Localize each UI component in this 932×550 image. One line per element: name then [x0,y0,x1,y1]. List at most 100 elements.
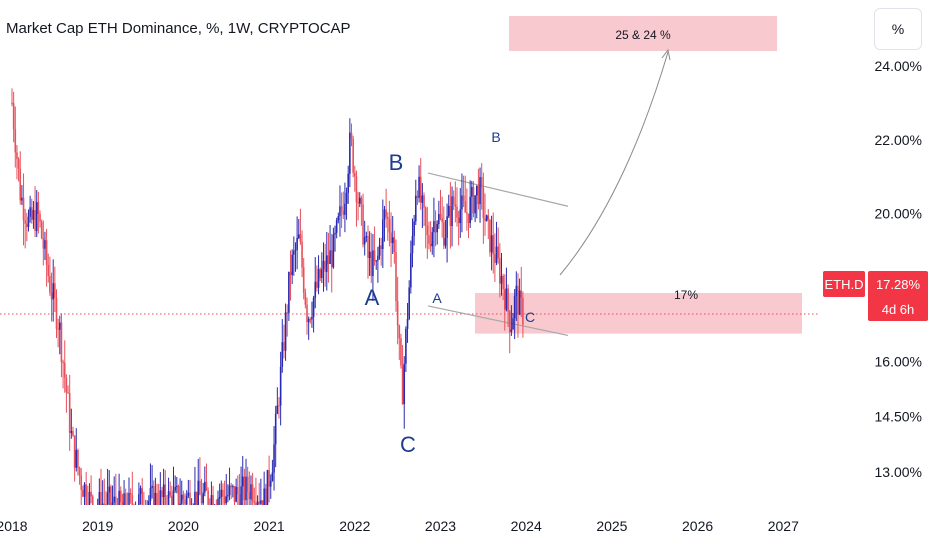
candle-body [279,366,282,406]
wave-label: C [400,432,416,457]
candle-body [174,486,176,491]
candle-body [60,322,63,363]
candle-body [248,492,251,500]
candle-body [380,245,382,250]
candle-body [385,209,387,217]
candle-body [446,216,448,238]
candle-body [347,173,350,193]
candle-body [487,215,490,220]
candle-body [83,484,86,497]
candle-body [40,221,43,238]
candle-body [352,138,354,173]
candle-body [11,102,13,104]
candle-body [314,281,317,298]
x-tick-label: 2023 [425,518,456,534]
candle-body [368,251,371,259]
percent-scale-toggle[interactable]: % [874,8,922,50]
candle-body [454,204,457,207]
candle-body [225,496,228,504]
candle-body [108,486,111,493]
candle-body [32,210,35,220]
candle-body [255,503,257,505]
candle-body [65,377,68,393]
candle-body [340,206,343,211]
candle-body [312,297,315,317]
candle-body [179,503,181,505]
candle-body [410,253,412,288]
candle-body [286,312,289,314]
candle-body [230,485,232,488]
candle-body [119,490,122,502]
candle-body [459,209,462,224]
candle-body [307,319,310,323]
candle-body [291,254,293,276]
candle-body [24,220,26,224]
candle-body [457,217,460,224]
target-zone-25-24 [509,16,777,51]
candle-body [344,203,346,215]
candle-body [97,508,99,513]
candle-body [227,495,229,497]
candle-body [373,250,376,261]
candle-body [449,205,452,226]
candle-body [400,338,402,366]
candle-body [207,490,209,505]
candle-body [304,292,307,305]
candle-body [245,476,247,501]
candle-body [293,250,295,255]
candle-body [139,488,142,495]
candle-body [159,490,162,505]
candle-body [58,322,61,330]
candle-body [217,498,219,505]
candle-body [405,328,407,364]
candle-body [461,195,463,210]
candle-body [263,488,265,505]
candle-body [124,493,127,505]
candle-body [428,235,430,244]
candle-body [100,492,102,505]
candle-body [205,481,208,491]
y-tick-label: 20.00% [875,206,922,222]
y-tick-label: 24.00% [875,58,922,74]
x-tick-label: 2019 [82,518,113,534]
candle-body [309,319,312,321]
x-tick-label: 2024 [511,518,542,534]
candle-body [372,250,374,276]
candle-body [57,328,59,330]
candle-body [182,494,185,500]
candle-body [200,494,203,504]
candle-body [127,512,129,516]
candle-body [378,245,381,256]
candle-body [520,290,523,298]
chart-title: Market Cap ETH Dominance, %, 1W, CRYPTOC… [6,20,351,37]
candle-body [388,219,391,233]
candle-body [128,492,130,505]
candle-body [154,492,157,505]
candle-body [172,490,175,505]
candle-body [26,223,28,228]
candle-body [143,511,145,514]
candle-body [214,508,216,510]
candle-body [180,494,183,504]
candle-body [133,508,135,518]
y-tick-label: 13.00% [875,464,922,480]
candle-body [90,491,92,497]
symbol-badge: ETH.D [823,271,865,297]
candle-body [136,509,138,512]
candle-body [111,502,114,505]
projection-arrowhead [661,48,671,61]
candle-body [75,449,78,468]
candle-body [42,237,45,249]
candle-body [403,363,406,405]
candle-body [398,325,401,339]
candle-body [240,486,242,505]
candle-body [220,489,223,497]
candle-body [251,484,254,502]
candle-body [16,152,18,160]
candle-body [358,197,361,204]
candle-body [44,240,46,249]
support-zone-label: 17% [674,288,698,302]
candle-body [500,275,503,284]
